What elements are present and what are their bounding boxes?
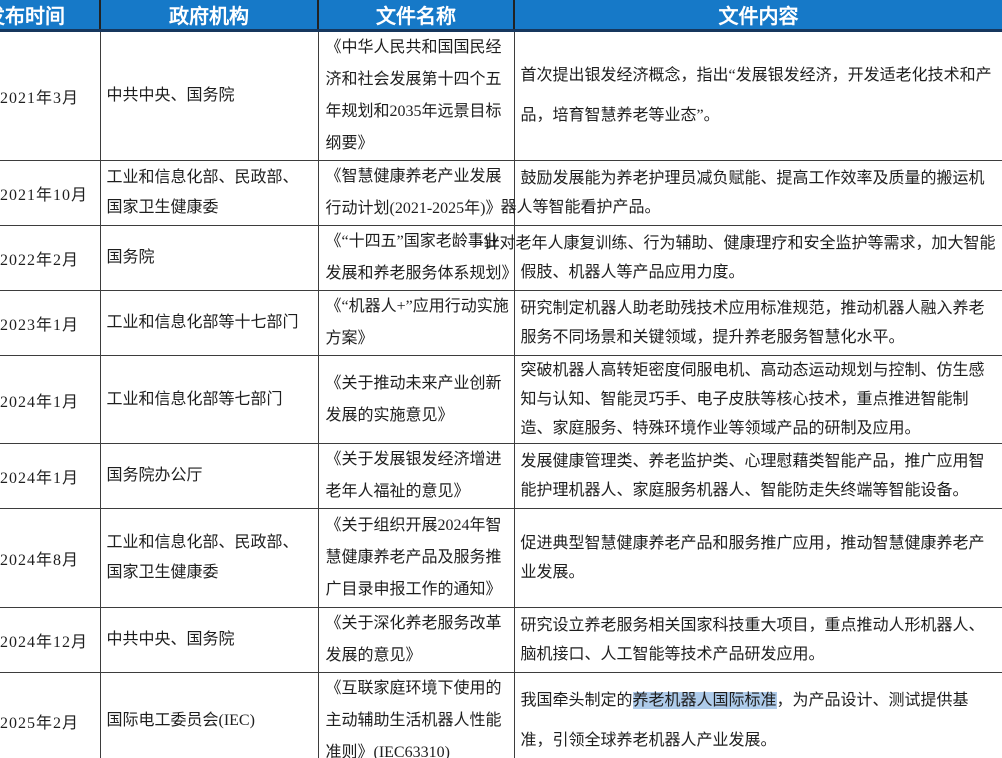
doc-title-text: 《关于推动未来产业创新发展的实施意见》 xyxy=(325,374,502,424)
table-row: 2024年12月 中共中央、国务院 《关于深化养老服务改革发展的意见》 研究设立… xyxy=(0,607,1002,673)
cell-agency: 工业和信息化部、民政部、国家卫生健康委 xyxy=(99,508,319,608)
doc-title-text: 《关于组织开展2024年智慧健康养老产品及服务推广目录申报工作的通知》 xyxy=(325,517,502,598)
cell-content: 发展健康管理类、养老监护类、心理慰藉类智能产品，推广应用智能护理机器人、家庭服务… xyxy=(513,443,1002,509)
content-text-post: ，为产品设计、测试提供基准，引领全球养老机器人产业发展。 xyxy=(520,692,969,749)
agency-text: 国际电工委员会(IEC) xyxy=(106,712,255,729)
content-text: 发展健康管理类、养老监护类、心理慰藉类智能产品，推广应用智能护理机器人、家庭服务… xyxy=(520,453,985,499)
column-header-doc-content: 文件内容 xyxy=(513,0,1002,32)
content-text: 突破机器人高转矩密度伺服电机、高动态运动规划与控制、仿生感知与认知、智能灵巧手、… xyxy=(520,362,985,437)
cell-content: 突破机器人高转矩密度伺服电机、高动态运动规划与控制、仿生感知与认知、智能灵巧手、… xyxy=(513,355,1002,444)
content-text: 研究设立养老服务相关国家科技重大项目，重点推动人形机器人、脑机接口、人工智能等技… xyxy=(520,617,985,663)
content-text: 鼓励发展能为养老护理员减负赋能、提高工作效率及质量的搬运机器人等智能看护产品。 xyxy=(500,170,985,216)
cell-doc: 《“机器人+”应用行动实施方案》 xyxy=(317,290,515,356)
agency-text: 国务院 xyxy=(106,249,155,266)
table-row: 2024年1月 工业和信息化部等七部门 《关于推动未来产业创新发展的实施意见》 … xyxy=(0,355,1002,444)
doc-title-text: 《“十四五”国家老龄事业发展和养老服务体系规划》 xyxy=(325,233,518,282)
cell-doc: 《互联家庭环境下使用的主动辅助生活机器人性能准则》(IEC63310) xyxy=(317,672,515,758)
cell-doc: 《关于发展银发经济增进老年人福祉的意见》 xyxy=(317,443,515,509)
cell-content: 针对老年人康复训练、行为辅助、健康理疗和安全监护等需求，加大智能假肢、机器人等产… xyxy=(483,225,1002,291)
agency-text: 工业和信息化部、民政部、国家卫生健康委 xyxy=(106,534,299,581)
agency-text: 中共中央、国务院 xyxy=(106,87,235,104)
cell-agency: 中共中央、国务院 xyxy=(99,607,319,673)
table-row: 2024年8月 工业和信息化部、民政部、国家卫生健康委 《关于组织开展2024年… xyxy=(0,508,1002,608)
content-text: 研究制定机器人助老助残技术应用标准规范，推动机器人融入养老服务不同场景和关键领域… xyxy=(520,300,985,346)
cell-content: 研究设立养老服务相关国家科技重大项目，重点推动人形机器人、脑机接口、人工智能等技… xyxy=(513,607,1002,673)
cell-agency: 工业和信息化部、民政部、国家卫生健康委 xyxy=(99,160,319,226)
cell-doc: 《关于组织开展2024年智慧健康养老产品及服务推广目录申报工作的通知》 xyxy=(317,508,515,608)
cell-doc: 《关于深化养老服务改革发展的意见》 xyxy=(317,607,515,673)
header-row: 发布时间 政府机构 文件名称 文件内容 xyxy=(0,0,1002,32)
content-text: 首次提出银发经济概念，指出“发展银发经济，开发适老化技术和产品，培育智慧养老等业… xyxy=(520,67,992,124)
cell-agency: 中共中央、国务院 xyxy=(99,30,319,161)
cell-agency: 工业和信息化部等十七部门 xyxy=(99,290,319,356)
cell-time: 2021年10月 xyxy=(0,160,101,226)
content-text: 我国牵头制定的养老机器人国际标准，为产品设计、测试提供基准，引领全球养老机器人产… xyxy=(515,681,1002,758)
content-text: 促进典型智慧健康养老产品和服务推广应用，推动智慧健康养老产业发展。 xyxy=(520,535,985,581)
agency-text: 国务院办公厅 xyxy=(106,467,203,484)
cell-content: 首次提出银发经济概念，指出“发展银发经济，开发适老化技术和产品，培育智慧养老等业… xyxy=(513,30,1002,161)
column-header-publish-time: 发布时间 xyxy=(0,0,100,32)
cell-time: 2024年1月 xyxy=(0,443,101,509)
table-row: 2025年2月 国际电工委员会(IEC) 《互联家庭环境下使用的主动辅助生活机器… xyxy=(0,672,1002,758)
cell-time: 2021年3月 xyxy=(0,30,101,161)
cell-content: 研究制定机器人助老助残技术应用标准规范，推动机器人融入养老服务不同场景和关键领域… xyxy=(513,290,1002,356)
column-header-doc-content-label: 文件内容 xyxy=(718,6,799,28)
agency-text: 工业和信息化部、民政部、国家卫生健康委 xyxy=(106,169,299,216)
highlighted-text: 养老机器人国际标准 xyxy=(632,692,777,709)
doc-title-text: 《中华人民共和国国民经济和社会发展第十四个五年规划和2035年远景目标纲要》 xyxy=(325,39,502,152)
agency-text: 工业和信息化部等十七部门 xyxy=(106,314,299,331)
doc-title-text: 《关于发展银发经济增进老年人福祉的意见》 xyxy=(325,451,502,500)
content-text: 针对老年人康复训练、行为辅助、健康理疗和安全监护等需求，加大智能假肢、机器人等产… xyxy=(483,235,996,281)
cell-agency: 工业和信息化部等七部门 xyxy=(99,355,319,444)
agency-text: 工业和信息化部等七部门 xyxy=(106,390,283,408)
cell-time: 2024年12月 xyxy=(0,607,101,673)
cell-time: 2022年2月 xyxy=(0,225,101,291)
cell-time: 2025年2月 xyxy=(0,672,101,758)
cell-agency: 国务院 xyxy=(99,225,319,291)
cell-doc: 《中华人民共和国国民经济和社会发展第十四个五年规划和2035年远景目标纲要》 xyxy=(317,30,515,161)
table-row: 2021年10月 工业和信息化部、民政部、国家卫生健康委 《智慧健康养老产业发展… xyxy=(0,160,1002,226)
cell-time: 2024年1月 xyxy=(0,355,101,444)
table-row: 2021年3月 中共中央、国务院 《中华人民共和国国民经济和社会发展第十四个五年… xyxy=(0,30,1002,161)
column-header-agency-label: 政府机构 xyxy=(169,6,249,28)
cell-time: 2023年1月 xyxy=(0,290,101,356)
cell-time: 2024年8月 xyxy=(0,508,101,608)
column-header-agency: 政府机构 xyxy=(99,0,318,32)
content-text-pre: 我国牵头制定的 xyxy=(520,692,633,709)
table-row: 2023年1月 工业和信息化部等十七部门 《“机器人+”应用行动实施方案》 研究… xyxy=(0,290,1002,356)
doc-title-text: 《智慧健康养老产业发展行动计划(2021-2025年)》 xyxy=(325,168,502,217)
cell-doc: 《智慧健康养老产业发展行动计划(2021-2025年)》 xyxy=(317,160,515,226)
column-header-doc-name: 文件名称 xyxy=(317,0,514,32)
cell-content: 我国牵头制定的养老机器人国际标准，为产品设计、测试提供基准，引领全球养老机器人产… xyxy=(513,672,1002,758)
cell-doc: 《关于推动未来产业创新发展的实施意见》 xyxy=(317,355,515,444)
cell-agency: 国际电工委员会(IEC) xyxy=(99,672,319,758)
agency-text: 中共中央、国务院 xyxy=(106,631,235,648)
cell-content: 鼓励发展能为养老护理员减负赋能、提高工作效率及质量的搬运机器人等智能看护产品。 xyxy=(501,160,1002,226)
cell-doc: 《“十四五”国家老龄事业发展和养老服务体系规划》 xyxy=(317,225,518,291)
table-row: 2022年2月 国务院 《“十四五”国家老龄事业发展和养老服务体系规划》 针对老… xyxy=(0,225,1002,291)
doc-title-text: 《关于深化养老服务改革发展的意见》 xyxy=(325,615,502,664)
cell-content: 促进典型智慧健康养老产品和服务推广应用，推动智慧健康养老产业发展。 xyxy=(513,508,1002,608)
column-header-doc-name-label: 文件名称 xyxy=(376,6,456,28)
column-header-publish-time-label: 发布时间 xyxy=(0,6,65,28)
doc-title-text: 《“机器人+”应用行动实施方案》 xyxy=(325,298,509,347)
doc-title-text: 《互联家庭环境下使用的主动辅助生活机器人性能准则》(IEC63310) xyxy=(325,680,502,758)
table-row: 2024年1月 国务院办公厅 《关于发展银发经济增进老年人福祉的意见》 发展健康… xyxy=(0,443,1002,509)
cell-agency: 国务院办公厅 xyxy=(99,443,319,509)
